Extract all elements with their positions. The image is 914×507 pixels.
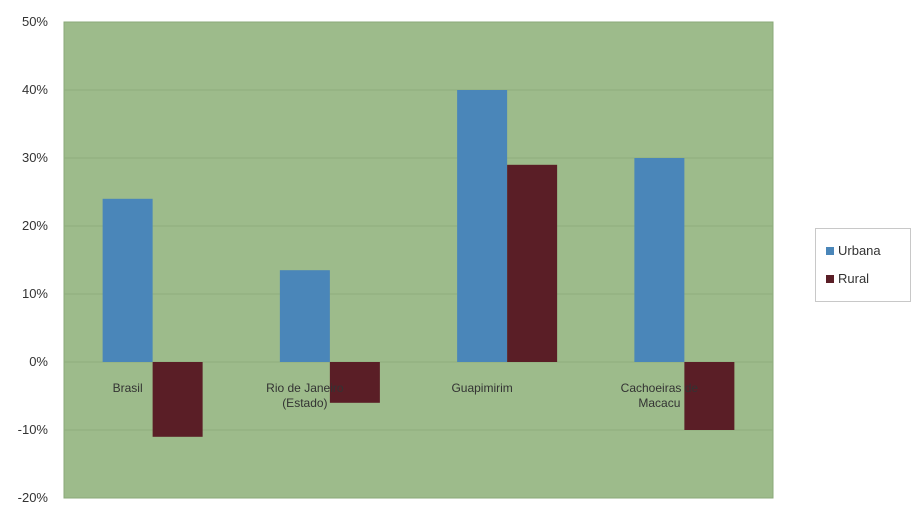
y-axis-ticks: 50% 40% 30% 20% 10% 0% -10% -20% (18, 14, 49, 505)
y-tick-label: 30% (22, 150, 48, 165)
y-tick-label: 10% (22, 286, 48, 301)
y-tick-label: -20% (18, 490, 49, 505)
legend-swatch-urbana (826, 246, 834, 255)
legend-label-rural: Rural (838, 271, 870, 286)
bar-urbana (457, 90, 508, 362)
bar-rural (152, 362, 203, 437)
bar-urbana (102, 198, 153, 362)
bar-rural (684, 362, 735, 430)
legend: Urbana Rural (815, 228, 911, 302)
category-label: Guapimirim (451, 381, 512, 395)
category-label: Cachoeiras de Macacu (621, 381, 699, 410)
bar-urbana (634, 158, 685, 362)
y-tick-label: 20% (22, 218, 48, 233)
bars (102, 90, 735, 437)
category-label: Brasil (113, 381, 143, 395)
bar-rural (329, 362, 380, 403)
category-label: Rio de Janeiro (Estado) (266, 381, 344, 410)
category-labels: Brasil Rio de Janeiro (Estado) Guapimirim Ca… (113, 381, 699, 410)
y-tick-label: 40% (22, 82, 48, 97)
y-tick-label: -10% (18, 422, 49, 437)
legend-item-rural: Rural (826, 271, 869, 286)
bar-urbana (279, 270, 330, 362)
legend-item-urbana: Urbana (826, 243, 881, 258)
y-tick-label: 50% (22, 14, 48, 29)
legend-label-urbana: Urbana (838, 243, 881, 258)
legend-swatch-rural (826, 274, 834, 283)
bar-rural (507, 164, 558, 362)
y-tick-label: 0% (29, 354, 48, 369)
